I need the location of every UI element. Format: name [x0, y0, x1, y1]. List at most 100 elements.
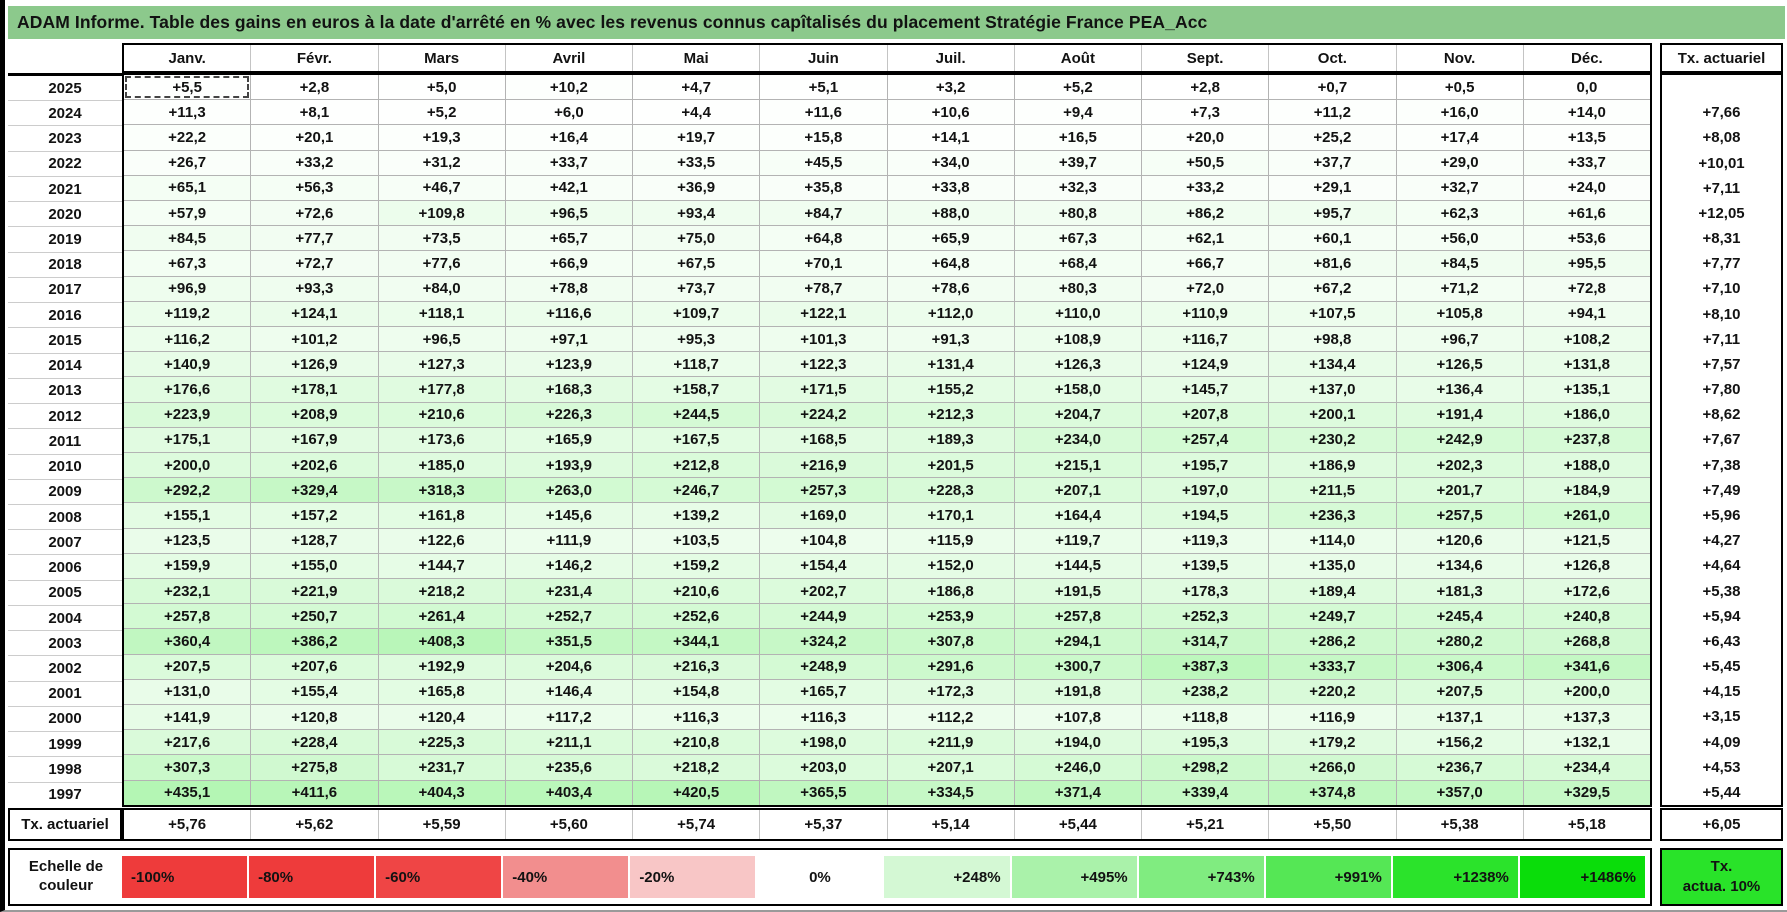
gain-cell[interactable]: +75,0	[632, 226, 760, 251]
gain-cell[interactable]: +344,1	[632, 629, 760, 654]
gain-cell[interactable]: +266,0	[1268, 755, 1396, 780]
gain-cell[interactable]: +164,4	[1013, 503, 1141, 528]
gain-cell[interactable]: +324,2	[759, 629, 887, 654]
tx-actuariel-month-cell[interactable]: +5,21	[1141, 810, 1268, 839]
tx-actuariel-cell[interactable]: +8,10	[1702, 305, 1741, 323]
gain-cell[interactable]: +24,0	[1522, 175, 1650, 201]
tx-actuariel-column-header[interactable]: Tx. actuariel	[1660, 43, 1783, 73]
gain-cell[interactable]: +5,1	[759, 75, 887, 100]
gain-cell[interactable]: +329,4	[250, 478, 378, 503]
gain-cell[interactable]: +192,9	[377, 654, 505, 679]
tx-actuariel-cell[interactable]: +7,49	[1702, 481, 1741, 499]
tx-actuariel-cell[interactable]: +5,38	[1702, 582, 1741, 600]
gain-cell[interactable]: +161,8	[377, 503, 505, 528]
gain-cell[interactable]: +178,3	[1141, 579, 1269, 604]
gain-cell[interactable]: +70,1	[759, 251, 887, 276]
year-cell[interactable]: 2013	[8, 377, 122, 403]
gain-cell[interactable]: +158,7	[632, 377, 760, 402]
tx-actuariel-month-cell[interactable]: +5,62	[250, 810, 377, 839]
tx-actuariel-cell[interactable]: +4,64	[1702, 557, 1741, 575]
gain-cell[interactable]: +181,3	[1395, 579, 1523, 604]
gain-cell[interactable]: +235,6	[504, 755, 632, 780]
gain-cell[interactable]: +435,1	[124, 780, 251, 805]
gain-cell[interactable]: +240,8	[1522, 604, 1650, 629]
gain-cell[interactable]: +232,1	[124, 579, 251, 604]
gain-cell[interactable]: +207,6	[250, 654, 378, 679]
tx-actuariel-cell[interactable]: +5,45	[1702, 658, 1741, 676]
gain-cell[interactable]: +124,1	[250, 301, 378, 327]
gain-cell[interactable]: +139,2	[632, 503, 760, 528]
gain-cell[interactable]: +211,1	[504, 730, 632, 755]
gain-cell[interactable]: +95,7	[1268, 201, 1396, 226]
month-header-cell[interactable]: Mars	[377, 45, 505, 71]
gain-cell[interactable]: +65,7	[504, 226, 632, 251]
legend-swatch[interactable]: 0%	[757, 856, 883, 898]
gain-cell[interactable]: +123,5	[124, 528, 251, 553]
gain-cell[interactable]: +411,6	[250, 780, 378, 805]
gain-cell[interactable]: +168,3	[504, 377, 632, 402]
gain-cell[interactable]: +6,0	[504, 100, 632, 125]
gain-cell[interactable]: +223,9	[124, 402, 251, 427]
gain-cell[interactable]: +186,0	[1522, 402, 1650, 427]
gain-cell[interactable]: +122,1	[759, 301, 887, 327]
tx-actuariel-cell[interactable]: +7,11	[1702, 179, 1741, 197]
gain-cell[interactable]: +120,6	[1395, 528, 1523, 553]
gain-cell[interactable]: +236,3	[1268, 503, 1396, 528]
gain-cell[interactable]: +257,8	[1013, 604, 1141, 629]
gain-cell[interactable]: +257,5	[1395, 503, 1523, 528]
tx-actuariel-month-cell[interactable]: +5,76	[168, 816, 207, 833]
gain-cell[interactable]: +20,1	[250, 125, 378, 150]
gain-cell[interactable]: +231,7	[377, 755, 505, 780]
gain-cell[interactable]: +228,4	[250, 730, 378, 755]
gain-cell[interactable]: +32,3	[1013, 175, 1141, 201]
gain-cell[interactable]: +67,5	[632, 251, 760, 276]
gain-cell[interactable]: +11,6	[759, 100, 887, 125]
tx-actuariel-month-cell[interactable]: +5,50	[1268, 810, 1395, 839]
gain-cell[interactable]: +97,1	[504, 327, 632, 352]
gain-cell[interactable]: +167,9	[250, 427, 378, 453]
tx-actuariel-total-cell[interactable]: +6,05	[1660, 808, 1783, 841]
gain-cell[interactable]: +132,1	[1522, 730, 1650, 755]
legend-swatch[interactable]: +991%	[1265, 856, 1391, 898]
gain-cell[interactable]: +80,3	[1013, 276, 1141, 301]
gain-cell[interactable]: +159,9	[124, 553, 251, 579]
gain-cell[interactable]: +116,7	[1141, 327, 1269, 352]
gain-cell[interactable]: +286,2	[1268, 629, 1396, 654]
year-cell[interactable]: 2017	[8, 276, 122, 302]
year-cell[interactable]: 2002	[8, 655, 122, 680]
gain-cell[interactable]: +211,9	[886, 730, 1014, 755]
gain-cell[interactable]: +224,2	[759, 402, 887, 427]
gain-cell[interactable]: +14,1	[886, 125, 1014, 150]
gain-cell[interactable]: +33,2	[250, 150, 378, 175]
gain-cell[interactable]: +145,6	[504, 503, 632, 528]
gain-cell[interactable]: +84,5	[124, 226, 251, 251]
gain-cell[interactable]: +257,8	[124, 604, 251, 629]
gain-cell[interactable]: +81,6	[1268, 251, 1396, 276]
gain-cell[interactable]: +207,5	[1395, 679, 1523, 705]
gain-cell[interactable]: +329,5	[1522, 780, 1650, 805]
month-header-cell[interactable]: Janv.	[168, 49, 206, 67]
gain-cell[interactable]: +131,0	[124, 679, 251, 705]
gain-cell[interactable]: +280,2	[1395, 629, 1523, 654]
gain-cell[interactable]: +176,6	[124, 377, 251, 402]
year-cell[interactable]: 2015	[8, 327, 122, 352]
gain-cell[interactable]: +245,4	[1395, 604, 1523, 629]
gain-cell[interactable]: +96,5	[504, 201, 632, 226]
month-header-cell[interactable]: Mai	[632, 45, 759, 71]
gain-cell[interactable]: +112,2	[886, 705, 1014, 730]
gain-cell[interactable]: +137,0	[1268, 377, 1396, 402]
gain-cell[interactable]: +110,9	[1141, 301, 1269, 327]
gain-cell[interactable]: +207,8	[1141, 402, 1269, 427]
gain-cell[interactable]: +107,5	[1268, 301, 1396, 327]
tx-actuariel-cell[interactable]: +6,43	[1702, 632, 1741, 650]
gain-cell[interactable]: +171,5	[759, 377, 887, 402]
gain-cell[interactable]: +137,1	[1395, 705, 1523, 730]
tx-actuariel-cell[interactable]: +10,01	[1698, 154, 1745, 172]
gain-cell[interactable]: +203,0	[759, 755, 887, 780]
gain-cell[interactable]: +201,7	[1395, 478, 1523, 503]
gain-cell[interactable]: +19,3	[377, 125, 505, 150]
gain-cell[interactable]: +33,7	[504, 150, 632, 175]
gain-cell[interactable]: +195,7	[1141, 453, 1269, 478]
gain-cell[interactable]: +300,7	[1013, 654, 1141, 679]
gain-cell[interactable]: +96,7	[1395, 327, 1523, 352]
